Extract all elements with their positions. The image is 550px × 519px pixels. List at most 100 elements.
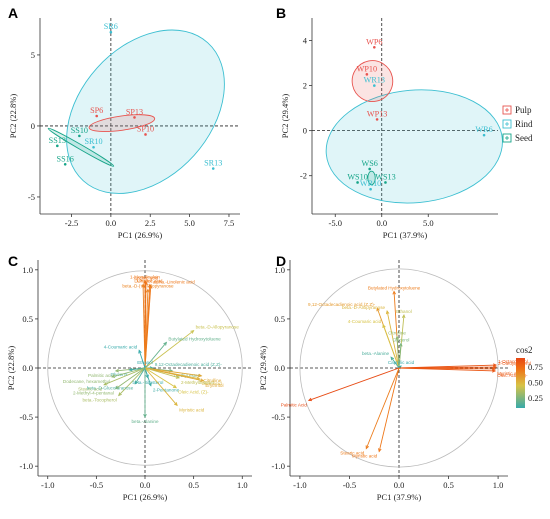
vector-arrowhead	[144, 280, 148, 285]
loading-vector	[144, 367, 152, 386]
vector-arrowhead	[148, 284, 153, 289]
vector-label: Citrulline	[203, 378, 221, 383]
vector-label: Glycerol	[393, 337, 410, 342]
legend-key-seed	[502, 133, 512, 143]
vector-label: 4-Coumaric acid	[348, 319, 382, 324]
vector-label: D-Pinitol	[134, 279, 151, 284]
vector-label: beta.-Sitosterol	[132, 380, 163, 385]
y-tick-label: -0.5	[272, 412, 285, 422]
data-point	[133, 116, 136, 119]
legend-key-pulp	[502, 105, 512, 115]
vector-label: 2-Pentanone	[153, 388, 180, 393]
loading-vector	[390, 356, 400, 369]
vector-arrowhead	[398, 342, 403, 347]
vector-label: beta.-D-Glucofuranose	[87, 386, 134, 391]
x-tick-label: 1.0	[237, 480, 248, 490]
panel-letter: C	[8, 253, 18, 269]
vector-arrowhead	[401, 313, 406, 319]
confidence-ellipse-seed	[367, 170, 376, 186]
colorbar-tick-label: 0.25	[528, 393, 543, 403]
loading-vector	[142, 284, 146, 369]
x-axis-label: PC1 (37.9%)	[383, 230, 428, 240]
point-label: WP10	[357, 64, 377, 73]
vector-label: 9,12-Octadecadienoic acid (Z,Z)-	[155, 362, 223, 367]
loading-vector	[103, 367, 146, 386]
vector-arrowhead	[378, 448, 382, 453]
loading-vector	[144, 367, 202, 377]
vector-arrowhead	[190, 330, 195, 334]
vector-arrowhead	[200, 378, 205, 382]
x-tick-label: -1.0	[41, 480, 54, 490]
y-axis-label: PC2 (22.8%)	[6, 346, 16, 391]
y-tick-label: 5	[31, 50, 35, 60]
vector-label: Stearic acid	[78, 387, 102, 392]
cos2-colorbar: cos2 0.75 0.50 0.25	[516, 345, 543, 408]
legend-label-pulp: Pulp	[515, 105, 532, 115]
colorbar-tick-label: 0.75	[528, 362, 543, 372]
y-tick-label: -1.0	[272, 461, 285, 471]
y-tick-label: -2	[300, 171, 307, 181]
data-point	[92, 145, 95, 149]
vector-arrowhead	[390, 356, 395, 361]
y-tick-label: -5	[28, 192, 35, 202]
vector-arrowhead	[138, 349, 142, 354]
panel-d: D -1.0 -0.5 0.0 0.5 1.0 -1.0 -0.5 0.0 0.5 1.0 PC1 (…	[258, 253, 531, 502]
x-tick-label: 7.5	[224, 218, 235, 228]
vector-label: Glycerol	[111, 372, 128, 377]
loading-vector	[144, 367, 180, 379]
loading-vector	[115, 367, 146, 389]
panel-b: B -5.0 0.0 5.0 -2 0 2 4 PC1 (37.9%) PC2 (29.4%) WP…	[276, 5, 503, 240]
loading-vector	[111, 367, 146, 378]
point-label: SR10	[84, 137, 102, 146]
x-axis-label: PC1 (26.9%)	[123, 492, 168, 502]
vector-arrowhead	[392, 290, 397, 295]
loading-vector	[308, 367, 400, 401]
loading-vector	[144, 342, 167, 369]
loading-vector	[144, 367, 177, 389]
point-label: SR13	[204, 159, 222, 168]
vector-arrowhead	[114, 385, 120, 390]
x-tick-label: -0.5	[90, 480, 103, 490]
vector-label: methyl ester	[174, 373, 199, 378]
panel-letter: D	[276, 253, 286, 269]
data-point	[56, 144, 59, 148]
y-tick-label: 4	[303, 36, 308, 46]
point-label: SP6	[90, 106, 103, 115]
y-tick-label: 2	[303, 81, 307, 91]
x-tick-label: 0.0	[394, 480, 405, 490]
point-label: WP13	[367, 109, 387, 118]
panel-a: A -2.5 0.0 2.5 5.0 7.5 -5 0 5 PC1 (26.9%) PC2 (22.…	[8, 5, 240, 240]
data-point	[369, 187, 372, 191]
x-tick-label: 2.5	[145, 218, 156, 228]
y-tick-label: 0	[303, 126, 307, 136]
x-tick-label: 5.0	[423, 218, 434, 228]
point-label: WR6	[475, 125, 492, 134]
group-legend: Pulp Rind Seed	[502, 105, 533, 143]
vector-label: Dodecane, hexamethyl	[63, 379, 110, 384]
loading-vector	[144, 367, 204, 382]
vector-label: Erythritol	[205, 383, 223, 388]
vector-label: Myristic acid	[352, 453, 378, 458]
vector-label: Butylated Hydroxytoluene	[168, 336, 221, 341]
panel-letter: A	[8, 5, 18, 21]
vector-arrowhead	[148, 382, 152, 387]
data-point	[95, 114, 98, 118]
loading-vector	[134, 367, 146, 384]
vector-label: Butylated Hydroxytoluene	[368, 285, 421, 290]
y-tick-label: 0.0	[274, 363, 285, 373]
x-tick-label: 0.0	[106, 218, 117, 228]
vector-arrowhead	[376, 307, 380, 312]
loading-vector	[144, 289, 149, 369]
confidence-ellipse-seed	[47, 127, 115, 167]
data-point	[211, 167, 215, 170]
data-point	[63, 162, 67, 166]
vector-arrowhead	[198, 373, 203, 378]
x-tick-label: 0.5	[443, 480, 454, 490]
legend-key-rind	[502, 119, 512, 129]
y-tick-label: 1.0	[22, 265, 33, 275]
panel-c: C -1.0 -0.5 0.0 0.5 1.0 -1.0 -0.5 0.0 0.5 1.0 PC1 (…	[6, 253, 252, 502]
data-point	[109, 30, 113, 34]
vector-label: Oleic Acid, (Z)-	[497, 373, 528, 378]
vector-label: 9,12-Octadecadienoic acid (Z,Z)-	[308, 302, 376, 307]
